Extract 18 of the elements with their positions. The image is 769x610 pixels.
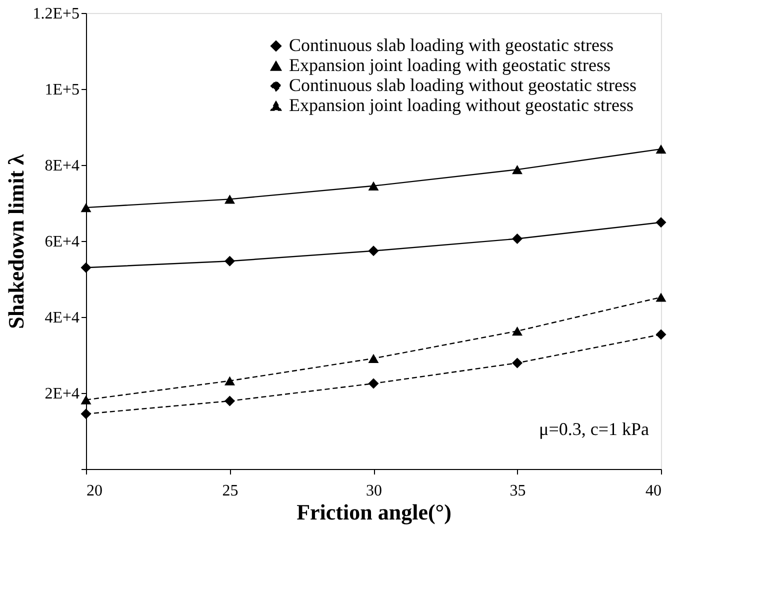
legend-label: Expansion joint loading with geostatic stress [289,55,610,75]
x-tick-label: 40 [646,482,662,500]
y-tick-label: 1E+5 [44,82,80,98]
y-axis-title: Shakedown limit λ [4,154,29,329]
x-tick-label: 35 [510,482,526,500]
y-tick-label: 8E+4 [44,158,80,174]
legend-label: Expansion joint loading without geostatic stress [289,95,634,115]
y-tick-label: 4E+4 [44,310,80,326]
y-tick-label: 2E+4 [44,386,80,402]
annotation: μ=0.3, c=1 kPa [539,419,649,439]
y-tick-label: 6E+4 [44,234,80,250]
x-tick-label: 25 [222,482,238,500]
x-axis-title: Friction angle(°) [296,500,452,524]
legend-label: Continuous slab loading without geostatic stress [289,75,636,95]
x-tick-label: 20 [86,482,102,500]
x-tick-label: 30 [366,482,382,500]
legend-label: Continuous slab loading with geostatic stress [289,35,614,55]
y-tick-label: 1.2E+5 [32,6,80,22]
